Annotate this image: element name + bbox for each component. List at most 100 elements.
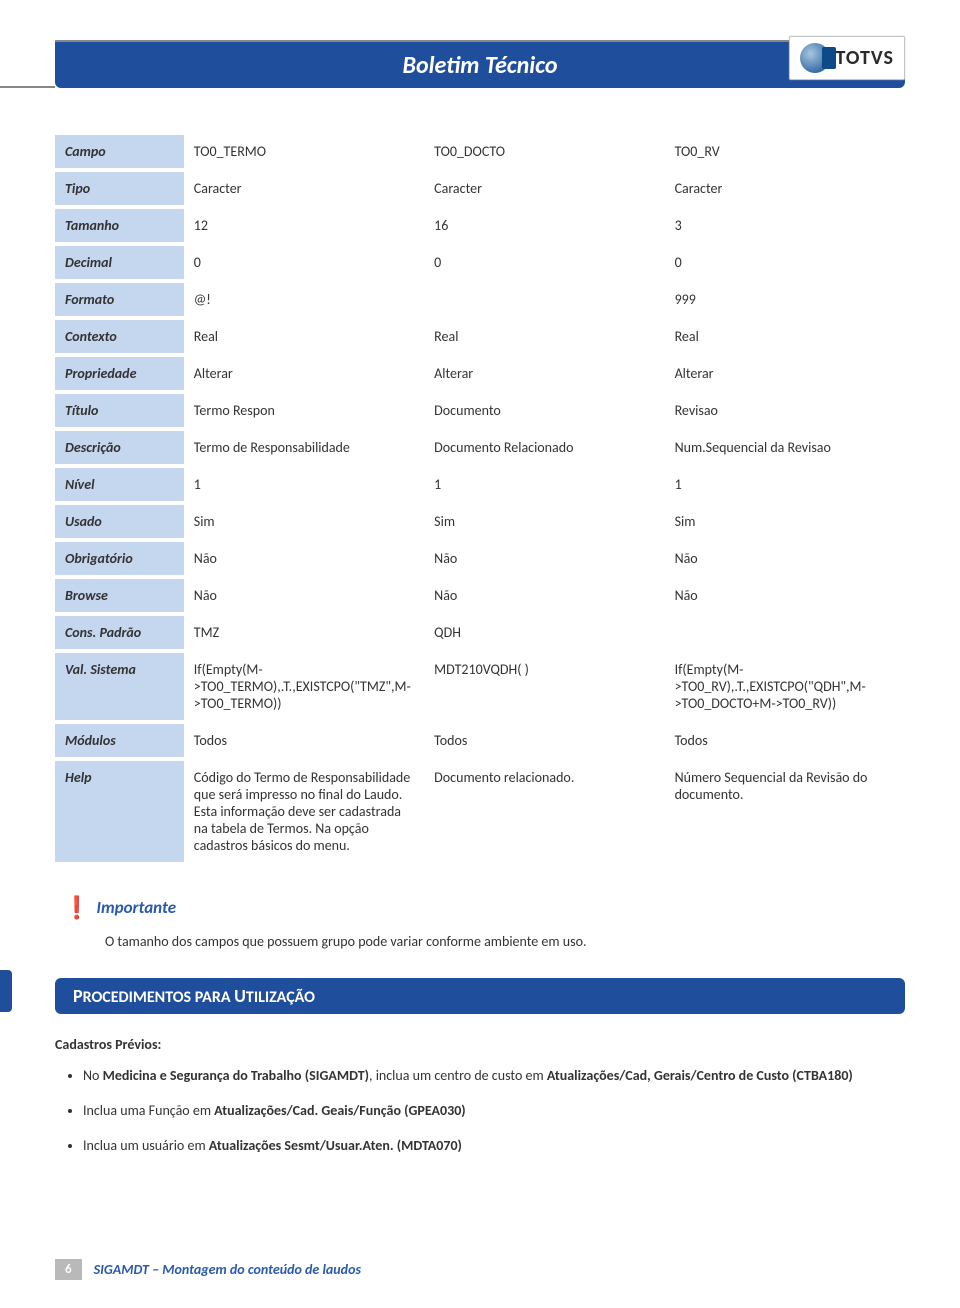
row-label: Título: [55, 392, 184, 429]
table-row: HelpCódigo do Termo de Responsabilidade …: [55, 759, 905, 864]
important-note: O tamanho dos campos que possuem grupo p…: [105, 933, 905, 950]
table-row: BrowseNãoNãoNão: [55, 577, 905, 614]
cell: 1: [184, 466, 424, 503]
cadastros-label: Cadastros Prévios:: [55, 1036, 905, 1053]
table-row: Cons. PadrãoTMZQDH: [55, 614, 905, 651]
cell: Não: [184, 540, 424, 577]
table-row: Tamanho12163: [55, 207, 905, 244]
cell: Código do Termo de Responsabilidade que …: [184, 759, 424, 864]
row-label: Obrigatório: [55, 540, 184, 577]
cell: Num.Sequencial da Revisao: [665, 429, 905, 466]
cell: 1: [665, 466, 905, 503]
cell: Todos: [665, 722, 905, 759]
table-row: ObrigatórioNãoNãoNão: [55, 540, 905, 577]
cell: TO0_TERMO: [184, 135, 424, 170]
row-label: Contexto: [55, 318, 184, 355]
cell: Sim: [665, 503, 905, 540]
cell: Sim: [184, 503, 424, 540]
footer-title: SIGAMDT – Montagem do conteúdo de laudos: [94, 1261, 361, 1278]
cell: Todos: [424, 722, 664, 759]
row-label: Formato: [55, 281, 184, 318]
important-label: Importante: [96, 897, 176, 918]
cell: If(Empty(M->TO0_RV),.T.,EXISTCPO("QDH",M…: [665, 651, 905, 722]
cell: 12: [184, 207, 424, 244]
table-row: Decimal000: [55, 244, 905, 281]
cell: Real: [184, 318, 424, 355]
globe-icon: [800, 43, 830, 73]
cell: Caracter: [424, 170, 664, 207]
cell: Revisao: [665, 392, 905, 429]
list-item: No Medicina e Segurança do Trabalho (SIG…: [83, 1067, 905, 1086]
table-row: Nível111: [55, 466, 905, 503]
cell: Documento relacionado.: [424, 759, 664, 864]
cell: Termo de Responsabilidade: [184, 429, 424, 466]
cell: 16: [424, 207, 664, 244]
cell: Real: [665, 318, 905, 355]
row-label: Cons. Padrão: [55, 614, 184, 651]
cell: TMZ: [184, 614, 424, 651]
row-label: Tipo: [55, 170, 184, 207]
list-item: Inclua uma Função em Atualizações/Cad. G…: [83, 1102, 905, 1121]
cell: [424, 281, 664, 318]
logo-text: TOTVS: [836, 46, 894, 70]
row-label: Campo: [55, 135, 184, 170]
table-row: MódulosTodosTodosTodos: [55, 722, 905, 759]
cell: Número Sequencial da Revisão do document…: [665, 759, 905, 864]
table-row: Val. SistemaIf(Empty(M->TO0_TERMO),.T.,E…: [55, 651, 905, 722]
cell: TO0_DOCTO: [424, 135, 664, 170]
cell: Não: [424, 540, 664, 577]
cell: Não: [665, 540, 905, 577]
cell: 0: [665, 244, 905, 281]
cell: If(Empty(M->TO0_TERMO),.T.,EXISTCPO("TMZ…: [184, 651, 424, 722]
row-label: Usado: [55, 503, 184, 540]
cell: Caracter: [665, 170, 905, 207]
row-label: Propriedade: [55, 355, 184, 392]
cell: TO0_RV: [665, 135, 905, 170]
cell: Não: [424, 577, 664, 614]
row-label: Val. Sistema: [55, 651, 184, 722]
row-label: Tamanho: [55, 207, 184, 244]
brand-logo: TOTVS: [789, 36, 905, 80]
important-callout: ❗ Importante: [63, 894, 905, 921]
page-header: Boletim Técnico TOTVS: [55, 40, 905, 110]
cell: 1: [424, 466, 664, 503]
section-header: PROCEDIMENTOS PARA UTILIZAÇÃO: [0, 978, 960, 1014]
row-label: Help: [55, 759, 184, 864]
table-row: DescriçãoTermo de ResponsabilidadeDocume…: [55, 429, 905, 466]
row-label: Decimal: [55, 244, 184, 281]
cell: Alterar: [665, 355, 905, 392]
cadastros-list: No Medicina e Segurança do Trabalho (SIG…: [83, 1067, 905, 1156]
cell: Alterar: [424, 355, 664, 392]
cell: 0: [424, 244, 664, 281]
cell: Documento: [424, 392, 664, 429]
cell: Sim: [424, 503, 664, 540]
cell: QDH: [424, 614, 664, 651]
cell: 0: [184, 244, 424, 281]
cell: 999: [665, 281, 905, 318]
cell: Não: [665, 577, 905, 614]
table-row: CampoTO0_TERMOTO0_DOCTOTO0_RV: [55, 135, 905, 170]
exclamation-icon: ❗: [63, 894, 90, 921]
list-item: Inclua um usuário em Atualizações Sesmt/…: [83, 1137, 905, 1156]
cell: MDT210VQDH( ): [424, 651, 664, 722]
cell: Documento Relacionado: [424, 429, 664, 466]
spec-table: CampoTO0_TERMOTO0_DOCTOTO0_RVTipoCaracte…: [55, 135, 905, 866]
page-title: Boletim Técnico: [402, 51, 557, 80]
cell: 3: [665, 207, 905, 244]
cell: Não: [184, 577, 424, 614]
row-label: Descrição: [55, 429, 184, 466]
row-label: Módulos: [55, 722, 184, 759]
cell: Todos: [184, 722, 424, 759]
cell: [665, 614, 905, 651]
table-row: PropriedadeAlterarAlterarAlterar: [55, 355, 905, 392]
table-row: Formato@! 999: [55, 281, 905, 318]
cell: Caracter: [184, 170, 424, 207]
cell: Real: [424, 318, 664, 355]
table-row: TipoCaracterCaracterCaracter: [55, 170, 905, 207]
cell: @!: [184, 281, 424, 318]
row-label: Nível: [55, 466, 184, 503]
page-footer: 6 SIGAMDT – Montagem do conteúdo de laud…: [0, 1259, 960, 1280]
table-row: UsadoSimSimSim: [55, 503, 905, 540]
cell: Termo Respon: [184, 392, 424, 429]
cell: Alterar: [184, 355, 424, 392]
